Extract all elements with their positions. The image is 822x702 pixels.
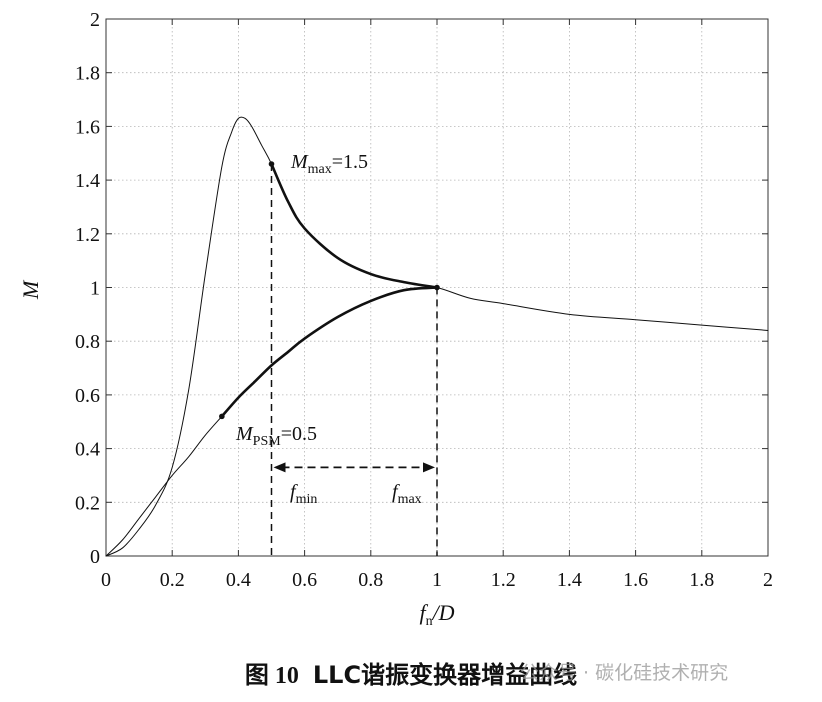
annotation-mpsm-main: M — [235, 423, 254, 445]
x-tick-label: 1.8 — [689, 569, 714, 591]
series-lines — [105, 116, 769, 557]
guide-lines — [270, 163, 438, 556]
bold-gain-curve-2 — [270, 162, 439, 289]
annotation-mmax-main: M — [290, 151, 309, 173]
annotation-fmax-main: f — [392, 481, 400, 503]
y-tick-label: 2 — [90, 9, 100, 31]
y-tick-label: 0.2 — [75, 492, 100, 514]
x-tick-label: 0.8 — [358, 569, 383, 591]
annotation-fmax-sub: max — [398, 492, 422, 507]
y-tick-label: 1.4 — [75, 170, 100, 192]
x-tick-label: 0.4 — [226, 569, 251, 591]
x-tick-label: 2 — [763, 569, 773, 591]
annotation-mpsm: MPSM=0.5 — [235, 423, 317, 449]
annotation-mmax-sub: max — [308, 162, 332, 177]
markers — [219, 161, 440, 420]
annotation-mpsm-value: =0.5 — [281, 423, 317, 445]
gain-chart: 0 0.2 0.4 0.6 0.8 1 1.2 1.4 1.6 1.8 2 0 0.2 0.4 0.6 0.8… — [18, 9, 773, 629]
caption-title: LLC谐振变换器增益曲线 — [312, 661, 578, 689]
watermark-text: 公众号 · 碳化硅技术研究 — [520, 662, 729, 684]
y-tick-label: 0.4 — [75, 439, 100, 461]
operating-point-marker — [434, 284, 440, 291]
y-tick-label: 1 — [90, 278, 100, 300]
annotation-fmin-main: f — [290, 481, 298, 503]
caption-number: 图 10 — [244, 663, 299, 689]
figure-caption: 图 10 LLC谐振变换器增益曲线 — [0, 655, 822, 690]
x-tick-label: 0.2 — [160, 569, 185, 591]
y-tick-label: 1.2 — [75, 224, 100, 246]
x-axis-label-rest: /D — [431, 600, 455, 625]
arrowhead-right — [423, 462, 435, 473]
y-tick-label: 0.8 — [75, 331, 100, 353]
thin-gain-curve-1 — [105, 415, 223, 557]
x-tick-label: 1.6 — [623, 569, 648, 591]
annotation-fmin: fmin — [290, 481, 317, 507]
x-tick-label: 1.2 — [491, 569, 516, 591]
x-tick-label: 1.4 — [557, 569, 582, 591]
y-tick-label: 0.6 — [75, 385, 100, 407]
bold-gain-curve-3 — [220, 286, 439, 418]
y-axis-label: M — [18, 279, 43, 300]
x-axis-label: fn/D — [419, 600, 454, 629]
y-tick-label: 1.6 — [75, 116, 100, 138]
x-tick-label: 0.6 — [292, 569, 317, 591]
y-tick-label: 1.8 — [75, 63, 100, 85]
annotation-mpsm-sub: PSM — [253, 434, 282, 449]
annotation-fmin-sub: min — [296, 492, 318, 507]
thin-gain-curve-0 — [105, 116, 769, 557]
x-tick-label: 1 — [432, 569, 442, 591]
y-tick-label: 0 — [90, 546, 100, 568]
axis-ticks: 0 0.2 0.4 0.6 0.8 1 1.2 1.4 1.6 1.8 2 0 0.2 0.4 0.6 0.8… — [75, 9, 773, 591]
operating-point-marker — [268, 161, 275, 167]
operating-point-marker — [219, 413, 225, 420]
x-axis-label-main: f — [419, 600, 428, 625]
annotation-fmax: fmax — [392, 481, 422, 507]
annotation-mmax: Mmax=1.5 — [290, 151, 368, 177]
x-tick-label: 0 — [101, 569, 111, 591]
arrowhead-left — [273, 462, 286, 473]
annotation-mmax-value: =1.5 — [332, 151, 368, 173]
x-axis-label-sub: n — [426, 614, 433, 629]
